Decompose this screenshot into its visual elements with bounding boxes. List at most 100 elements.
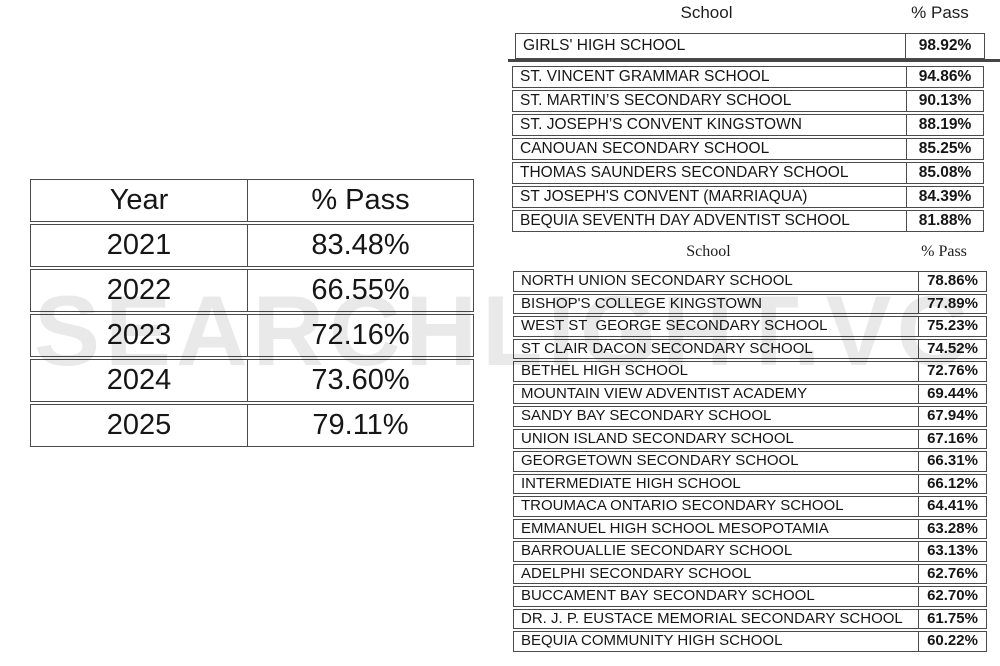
pass-value-cell: 81.88%: [918, 212, 972, 229]
table-row: NORTH UNION SECONDARY SCHOOL 78.86%: [513, 271, 987, 292]
year-table-body: 2021 83.48% 2022 66.55% 2023 72.16% 2024…: [30, 224, 474, 447]
table-row: CANOUAN SECONDARY SCHOOL 85.25%: [512, 138, 984, 160]
pass-column-header: % Pass: [911, 3, 969, 22]
pass-value-cell: 73.60%: [311, 364, 410, 396]
thick-divider-line: [508, 59, 1000, 62]
table-row: 2021 83.48%: [30, 224, 474, 267]
year-cell: 2023: [31, 315, 248, 356]
school-name-cell: SANDY BAY SECONDARY SCHOOL: [514, 407, 919, 426]
pass-value-cell: 62.76%: [927, 564, 978, 582]
school-name-cell: ST. JOSEPH’S CONVENT KINGSTOWN: [513, 115, 907, 135]
pass-value-cell: 77.89%: [927, 294, 978, 312]
pass-value-cell: 69.44%: [927, 384, 978, 402]
pass-value-cell: 63.28%: [927, 519, 978, 537]
table-row: 2024 73.60%: [30, 359, 474, 402]
table-row: TROUMACA ONTARIO SECONDARY SCHOOL 64.41%: [513, 496, 987, 517]
school-name-cell: INTERMEDIATE HIGH SCHOOL: [514, 474, 919, 493]
table-row: WEST ST GEORGE SECONDARY SCHOOL 75.23%: [513, 316, 987, 337]
table-row: ST. MARTIN’S SECONDARY SCHOOL 90.13%: [512, 90, 984, 112]
table-row: EMMANUEL HIGH SCHOOL MESOPOTAMIA 63.28%: [513, 518, 987, 539]
pass-value-cell: 72.16%: [311, 319, 410, 351]
school-name-cell: GEORGETOWN SECONDARY SCHOOL: [514, 452, 919, 471]
school-name-cell: BISHOP'S COLLEGE KINGSTOWN: [514, 294, 919, 313]
school-name-cell: EMMANUEL HIGH SCHOOL MESOPOTAMIA: [514, 519, 919, 538]
school-name-cell: DR. J. P. EUSTACE MEMORIAL SECONDARY SCH…: [514, 609, 919, 628]
table-row: 2025 79.11%: [30, 404, 474, 447]
school-name-cell: ST. MARTIN’S SECONDARY SCHOOL: [513, 91, 907, 111]
school-column-header: School: [680, 3, 733, 22]
pass-value-cell: 66.31%: [927, 452, 978, 469]
table-row: BETHEL HIGH SCHOOL 72.76%: [513, 361, 987, 382]
pass-value-cell: 85.08%: [918, 164, 972, 181]
pass-value-cell: 67.94%: [927, 407, 978, 424]
pass-value-cell: 67.16%: [927, 429, 978, 447]
school-name-cell: CANOUAN SECONDARY SCHOOL: [513, 139, 907, 159]
pass-value-cell: 98.92%: [918, 37, 972, 54]
bottom-table-header: School % Pass: [513, 243, 984, 261]
table-row: ST JOSEPH'S CONVENT (MARRIAQUA) 84.39%: [512, 186, 984, 208]
pass-value-cell: 61.75%: [927, 609, 978, 627]
table-row: INTERMEDIATE HIGH SCHOOL 66.12%: [513, 473, 987, 494]
pass-value-cell: 66.55%: [311, 274, 410, 306]
school-column-header: School: [686, 243, 731, 260]
pass-value-cell: 83.48%: [311, 229, 410, 261]
pass-value-cell: 84.39%: [918, 188, 972, 205]
table-row: BEQUIA COMMUNITY HIGH SCHOOL 60.22%: [513, 631, 987, 652]
school-name-cell: ADELPHI SECONDARY SCHOOL: [514, 564, 919, 583]
pass-value-cell: 88.19%: [918, 116, 972, 133]
year-pass-table: Year % Pass 2021 83.48% 2022 66.55% 2023…: [30, 179, 474, 449]
school-name-cell: ST CLAIR DACON SECONDARY SCHOOL: [514, 339, 919, 358]
pass-value-cell: 79.11%: [312, 409, 409, 441]
school-name-cell: ST JOSEPH'S CONVENT (MARRIAQUA): [513, 187, 907, 207]
year-cell: 2024: [31, 360, 248, 401]
year-header-cell: Year: [31, 180, 248, 221]
school-name-cell: WEST ST GEORGE SECONDARY SCHOOL: [514, 317, 919, 336]
pass-value-cell: 63.13%: [927, 542, 978, 559]
school-name-cell: BARROUALLIE SECONDARY SCHOOL: [514, 542, 919, 561]
pass-header-cell: % Pass: [311, 184, 410, 216]
school-name-cell: NORTH UNION SECONDARY SCHOOL: [514, 272, 919, 291]
table-row: BARROUALLIE SECONDARY SCHOOL 63.13%: [513, 541, 987, 562]
pass-value-cell: 94.86%: [918, 68, 972, 85]
pass-value-cell: 62.70%: [927, 587, 978, 604]
table-row: ST. VINCENT GRAMMAR SCHOOL 94.86%: [512, 66, 984, 88]
pass-value-cell: 66.12%: [927, 474, 978, 492]
table-row: 2023 72.16%: [30, 314, 474, 357]
pass-value-cell: 72.76%: [927, 362, 978, 379]
school-name-cell: BUCCAMENT BAY SECONDARY SCHOOL: [514, 587, 919, 606]
pass-value-cell: 75.23%: [927, 317, 978, 334]
table-row: BUCCAMENT BAY SECONDARY SCHOOL 62.70%: [513, 586, 987, 607]
school-name-cell: BEQUIA SEVENTH DAY ADVENTIST SCHOOL: [513, 211, 907, 231]
year-cell: 2021: [31, 225, 248, 266]
pass-value-cell: 74.52%: [927, 339, 978, 357]
school-name-cell: GIRLS' HIGH SCHOOL: [516, 34, 906, 58]
year-cell: 2022: [31, 270, 248, 311]
school-name-cell: ST. VINCENT GRAMMAR SCHOOL: [513, 67, 907, 87]
school-name-cell: MOUNTAIN VIEW ADVENTIST ACADEMY: [514, 384, 919, 403]
table-row: BISHOP'S COLLEGE KINGSTOWN 77.89%: [513, 293, 987, 314]
table-row: UNION ISLAND SECONDARY SCHOOL 67.16%: [513, 428, 987, 449]
pass-column-header: % Pass: [921, 243, 967, 260]
pass-value-cell: 85.25%: [918, 140, 972, 157]
table-row: SANDY BAY SECONDARY SCHOOL 67.94%: [513, 406, 987, 427]
bottom-schools-table: NORTH UNION SECONDARY SCHOOL 78.86% BISH…: [513, 271, 987, 654]
top-schools-table: ST. VINCENT GRAMMAR SCHOOL 94.86% ST. MA…: [512, 66, 984, 234]
pass-value-cell: 64.41%: [927, 497, 978, 514]
year-table-header-row: Year % Pass: [30, 179, 474, 222]
school-name-cell: BEQUIA COMMUNITY HIGH SCHOOL: [514, 632, 919, 651]
top-table-header: School % Pass: [516, 3, 983, 23]
table-row: GEORGETOWN SECONDARY SCHOOL 66.31%: [513, 451, 987, 472]
pass-value-cell: 78.86%: [927, 272, 978, 289]
table-row: 2022 66.55%: [30, 269, 474, 312]
table-row: ST. JOSEPH’S CONVENT KINGSTOWN 88.19%: [512, 114, 984, 136]
school-name-cell: UNION ISLAND SECONDARY SCHOOL: [514, 429, 919, 448]
year-cell: 2025: [31, 405, 248, 446]
table-row: ST CLAIR DACON SECONDARY SCHOOL 74.52%: [513, 338, 987, 359]
table-row: THOMAS SAUNDERS SECONDARY SCHOOL 85.08%: [512, 162, 984, 184]
pass-value-cell: 60.22%: [927, 632, 978, 649]
school-name-cell: TROUMACA ONTARIO SECONDARY SCHOOL: [514, 497, 919, 516]
pass-value-cell: 90.13%: [918, 92, 972, 109]
school-name-cell: BETHEL HIGH SCHOOL: [514, 362, 919, 381]
table-row: MOUNTAIN VIEW ADVENTIST ACADEMY 69.44%: [513, 383, 987, 404]
